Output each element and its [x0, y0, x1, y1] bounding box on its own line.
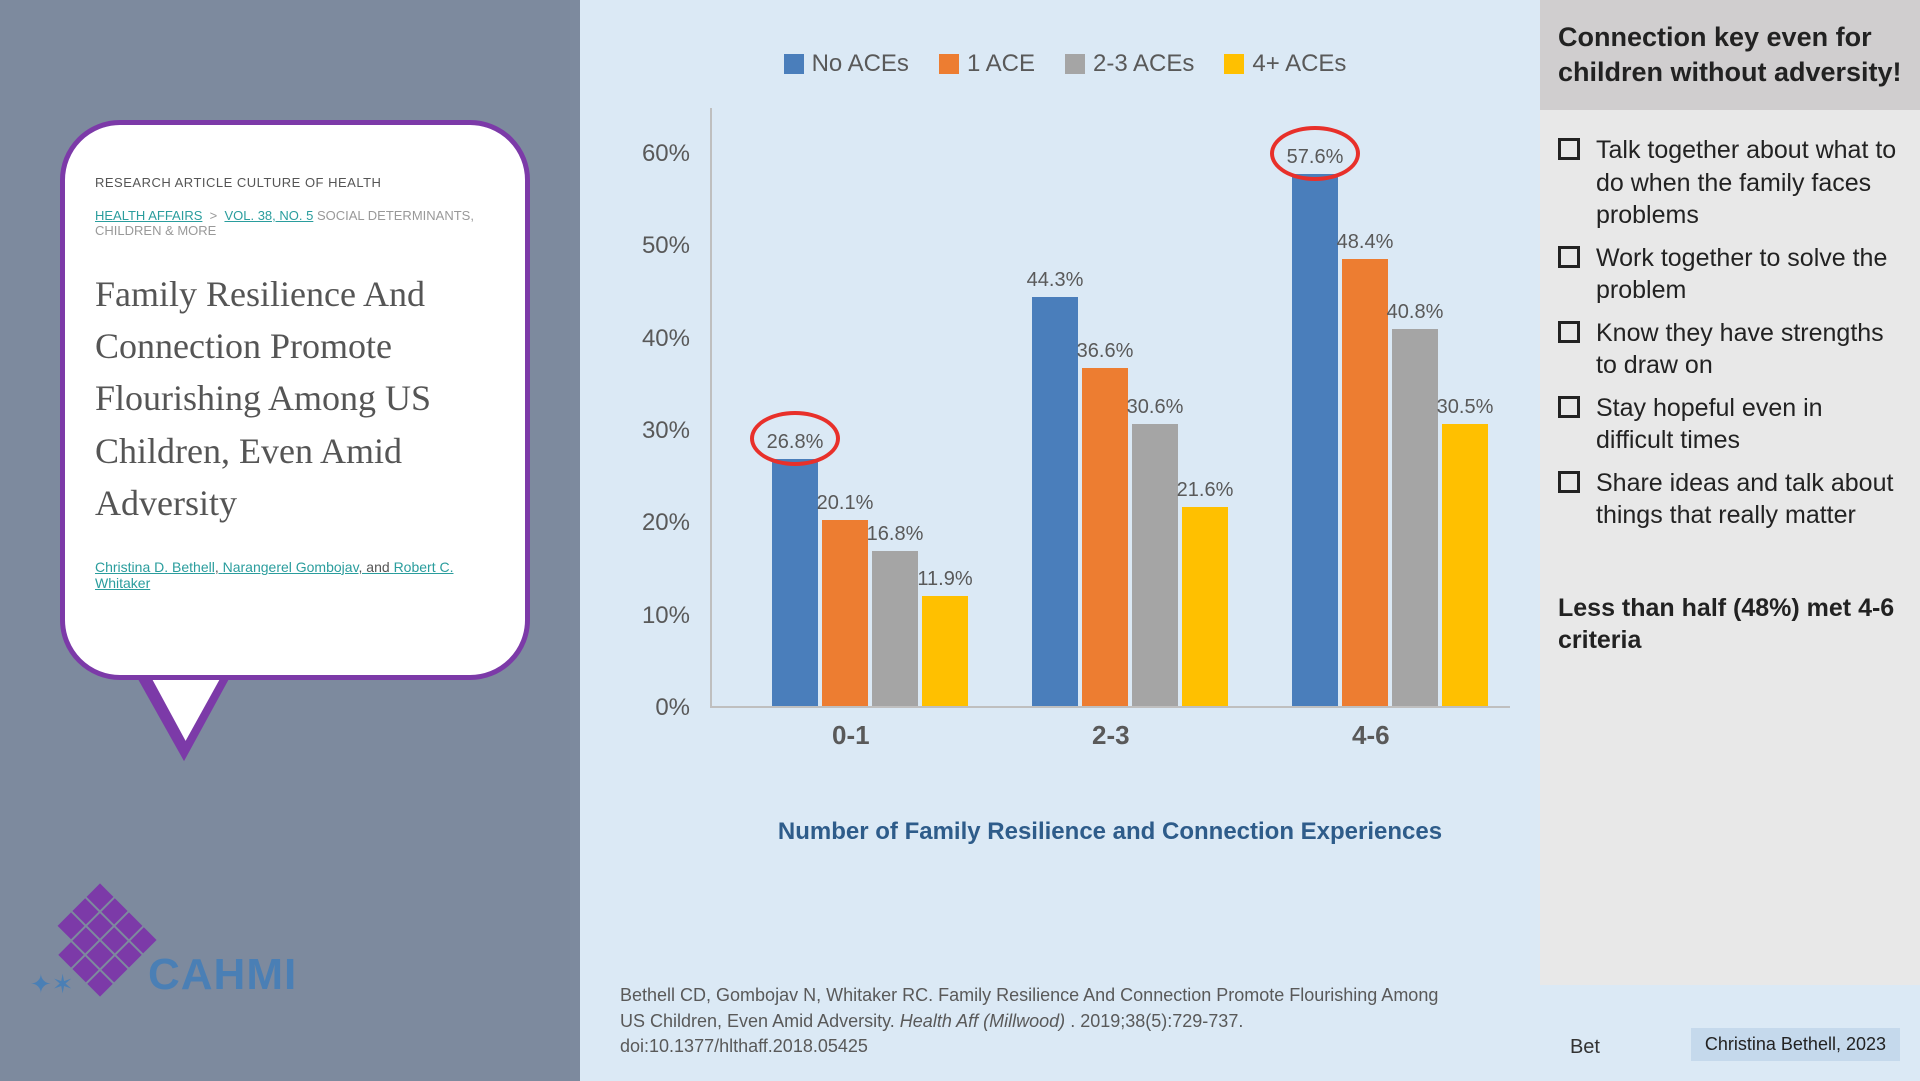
sidebar-item-text: Know they have strengths to draw on [1596, 317, 1902, 382]
bar-value-label: 21.6% [1177, 479, 1234, 502]
legend-label: 2-3 ACEs [1093, 50, 1194, 78]
bar: 11.9% [922, 596, 968, 706]
legend-item: 1 ACE [939, 50, 1035, 78]
bar-value-label: 40.8% [1387, 301, 1444, 324]
sidebar-item-text: Stay hopeful even in difficult times [1596, 392, 1902, 457]
y-tick-label: 50% [620, 232, 690, 260]
legend-swatch [939, 54, 959, 74]
bar-value-label: 20.1% [817, 492, 874, 515]
bar-value-label: 48.4% [1337, 231, 1394, 254]
legend-swatch [1224, 54, 1244, 74]
legend-label: 1 ACE [967, 50, 1035, 78]
checkbox-icon [1558, 396, 1580, 418]
x-tick-label: 4-6 [1352, 720, 1390, 751]
sidebar-header: Connection key even for children without… [1540, 0, 1920, 110]
bar: 26.8% [772, 459, 818, 706]
legend-swatch [784, 54, 804, 74]
bar-value-label: 16.8% [867, 523, 924, 546]
bar-group: 26.8%20.1%16.8%11.9% [772, 108, 968, 706]
sidebar-item-text: Work together to solve the problem [1596, 242, 1902, 307]
sidebar-item-text: Talk together about what to do when the … [1596, 134, 1902, 232]
y-tick-label: 40% [620, 325, 690, 353]
sidebar-list-item: Know they have strengths to draw on [1558, 317, 1902, 382]
legend-swatch [1065, 54, 1085, 74]
bar-value-label: 30.6% [1127, 396, 1184, 419]
bar: 36.6% [1082, 368, 1128, 706]
bar: 20.1% [822, 520, 868, 706]
y-tick-label: 0% [620, 694, 690, 722]
y-tick-label: 20% [620, 509, 690, 537]
checkbox-icon [1558, 321, 1580, 343]
article-bubble: RESEARCH ARTICLE CULTURE OF HEALTH HEALT… [60, 120, 530, 680]
checkbox-icon [1558, 471, 1580, 493]
bar: 40.8% [1392, 329, 1438, 706]
x-axis-title: Number of Family Resilience and Connecti… [710, 818, 1510, 846]
author-1[interactable]: Christina D. Bethell [95, 559, 215, 575]
bar: 16.8% [872, 551, 918, 706]
sidebar-list-item: Work together to solve the problem [1558, 242, 1902, 307]
bar: 30.5% [1442, 424, 1488, 706]
bar-group: 44.3%36.6%30.6%21.6% [1032, 108, 1228, 706]
y-tick-label: 30% [620, 417, 690, 445]
bar-value-label: 44.3% [1027, 269, 1084, 292]
chart-container: No ACEs1 ACE2-3 ACEs4+ ACEs 0%10%20%30%4… [620, 50, 1510, 846]
legend-item: No ACEs [784, 50, 909, 78]
bar: 57.6% [1292, 174, 1338, 706]
bar-value-label: 26.8% [767, 431, 824, 454]
sidebar-list: Talk together about what to do when the … [1558, 134, 1902, 532]
cahmi-logo: ✦✶ CAHMI [30, 900, 297, 1000]
breadcrumb-link-issue[interactable]: VOL. 38, NO. 5 [224, 208, 313, 223]
y-axis: 0%10%20%30%40%50%60% [620, 108, 700, 708]
sidebar-item-text: Share ideas and talk about things that r… [1596, 467, 1902, 532]
chart-plot: 0%10%20%30%40%50%60% 26.8%20.1%16.8%11.9… [710, 108, 1510, 748]
logo-figures-icon: ✦✶ [30, 969, 74, 1000]
legend-item: 2-3 ACEs [1065, 50, 1194, 78]
breadcrumb-link-journal[interactable]: HEALTH AFFAIRS [95, 208, 202, 223]
article-authors: Christina D. Bethell, Narangerel Gomboja… [95, 559, 495, 591]
sidebar-box: Connection key even for children without… [1540, 0, 1920, 1005]
author-2[interactable]: Narangerel Gombojav [223, 559, 359, 575]
checkbox-icon [1558, 138, 1580, 160]
checkbox-icon [1558, 246, 1580, 268]
y-tick-label: 60% [620, 140, 690, 168]
bar-value-label: 11.9% [917, 568, 972, 591]
sidebar-list-item: Share ideas and talk about things that r… [1558, 467, 1902, 532]
sidebar-list-item: Talk together about what to do when the … [1558, 134, 1902, 232]
sidebar-list-item: Stay hopeful even in difficult times [1558, 392, 1902, 457]
bar-value-label: 36.6% [1077, 340, 1134, 363]
logo-text: CAHMI [148, 950, 297, 1000]
bar: 30.6% [1132, 424, 1178, 706]
bar-value-label: 30.5% [1437, 396, 1494, 419]
legend-label: 4+ ACEs [1252, 50, 1346, 78]
citation-text: Bethell CD, Gombojav N, Whitaker RC. Fam… [620, 983, 1440, 1059]
x-tick-label: 0-1 [832, 720, 870, 751]
bar-group: 57.6%48.4%40.8%30.5% [1292, 108, 1488, 706]
credit-badge: Christina Bethell, 2023 [1691, 1028, 1900, 1061]
plot-area: 26.8%20.1%16.8%11.9%0-144.3%36.6%30.6%21… [710, 108, 1510, 708]
x-tick-label: 2-3 [1092, 720, 1130, 751]
citation-journal: Health Aff (Millwood) [900, 1011, 1065, 1031]
legend-label: No ACEs [812, 50, 909, 78]
credit-prefix: Bet [1570, 1036, 1600, 1059]
bar: 21.6% [1182, 507, 1228, 706]
article-breadcrumb: HEALTH AFFAIRS > VOL. 38, NO. 5 SOCIAL D… [95, 208, 495, 238]
bar: 44.3% [1032, 297, 1078, 706]
chart-legend: No ACEs 1 ACE 2-3 ACEs 4+ ACEs [620, 50, 1510, 78]
left-panel: RESEARCH ARTICLE CULTURE OF HEALTH HEALT… [0, 0, 580, 1081]
bar-value-label: 57.6% [1287, 146, 1344, 169]
article-title: Family Resilience And Connection Promote… [95, 268, 495, 529]
y-tick-label: 10% [620, 602, 690, 630]
legend-item: 4+ ACEs [1224, 50, 1346, 78]
article-badge: RESEARCH ARTICLE CULTURE OF HEALTH [95, 175, 495, 190]
bar: 48.4% [1342, 259, 1388, 706]
sidebar-footer: Less than half (48%) met 4-6 criteria [1558, 592, 1902, 657]
